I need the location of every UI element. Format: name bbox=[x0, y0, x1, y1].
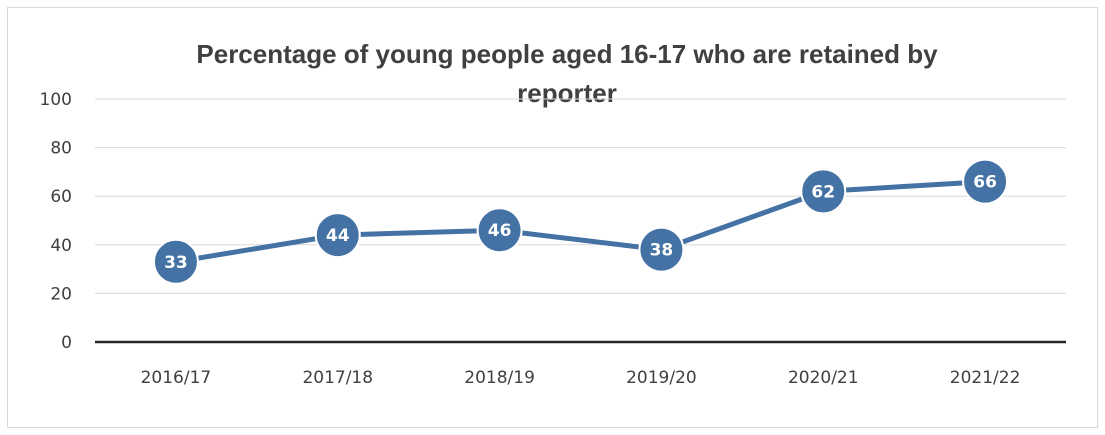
data-label: 66 bbox=[973, 173, 997, 193]
data-point-marker bbox=[638, 226, 685, 273]
y-tick-label: 100 bbox=[40, 90, 72, 110]
data-point-marker bbox=[152, 238, 199, 285]
chart-title: Percentage of young people aged 16-17 wh… bbox=[196, 39, 938, 108]
chart-frame bbox=[7, 7, 1098, 428]
data-point-marker bbox=[476, 207, 523, 254]
x-tick-label: 2016/17 bbox=[141, 368, 212, 388]
series-line-group bbox=[175, 179, 986, 265]
x-axis-ticks: 2016/17 2017/18 2018/19 2019/20 2020/21 2021/… bbox=[141, 368, 1021, 388]
series-line bbox=[175, 179, 986, 265]
data-label: 62 bbox=[811, 182, 835, 202]
grid-lines bbox=[95, 98, 1066, 344]
data-point-marker bbox=[800, 168, 847, 215]
data-point-marker bbox=[314, 212, 361, 259]
x-tick-label: 2020/21 bbox=[788, 368, 859, 388]
data-label: 44 bbox=[326, 226, 350, 246]
x-tick-label: 2017/18 bbox=[302, 368, 373, 388]
x-tick-label: 2019/20 bbox=[626, 368, 697, 388]
y-tick-label: 40 bbox=[50, 236, 72, 256]
y-axis-ticks: 0 20 40 60 80 100 bbox=[40, 90, 72, 353]
data-point-marker bbox=[962, 158, 1009, 205]
data-markers: 33 44 46 38 62 66 bbox=[152, 158, 1009, 285]
y-tick-label: 0 bbox=[61, 333, 72, 353]
x-tick-label: 2018/19 bbox=[464, 368, 535, 388]
data-label: 33 bbox=[164, 253, 188, 273]
chart-title-line-2: reporter bbox=[517, 78, 617, 108]
data-label: 46 bbox=[488, 221, 512, 241]
y-tick-label: 80 bbox=[50, 139, 72, 159]
data-label: 38 bbox=[650, 241, 674, 261]
x-tick-label: 2021/22 bbox=[950, 368, 1021, 388]
y-tick-label: 60 bbox=[50, 187, 72, 207]
chart-title-line-1: Percentage of young people aged 16-17 wh… bbox=[196, 39, 938, 69]
y-tick-label: 20 bbox=[50, 284, 72, 304]
